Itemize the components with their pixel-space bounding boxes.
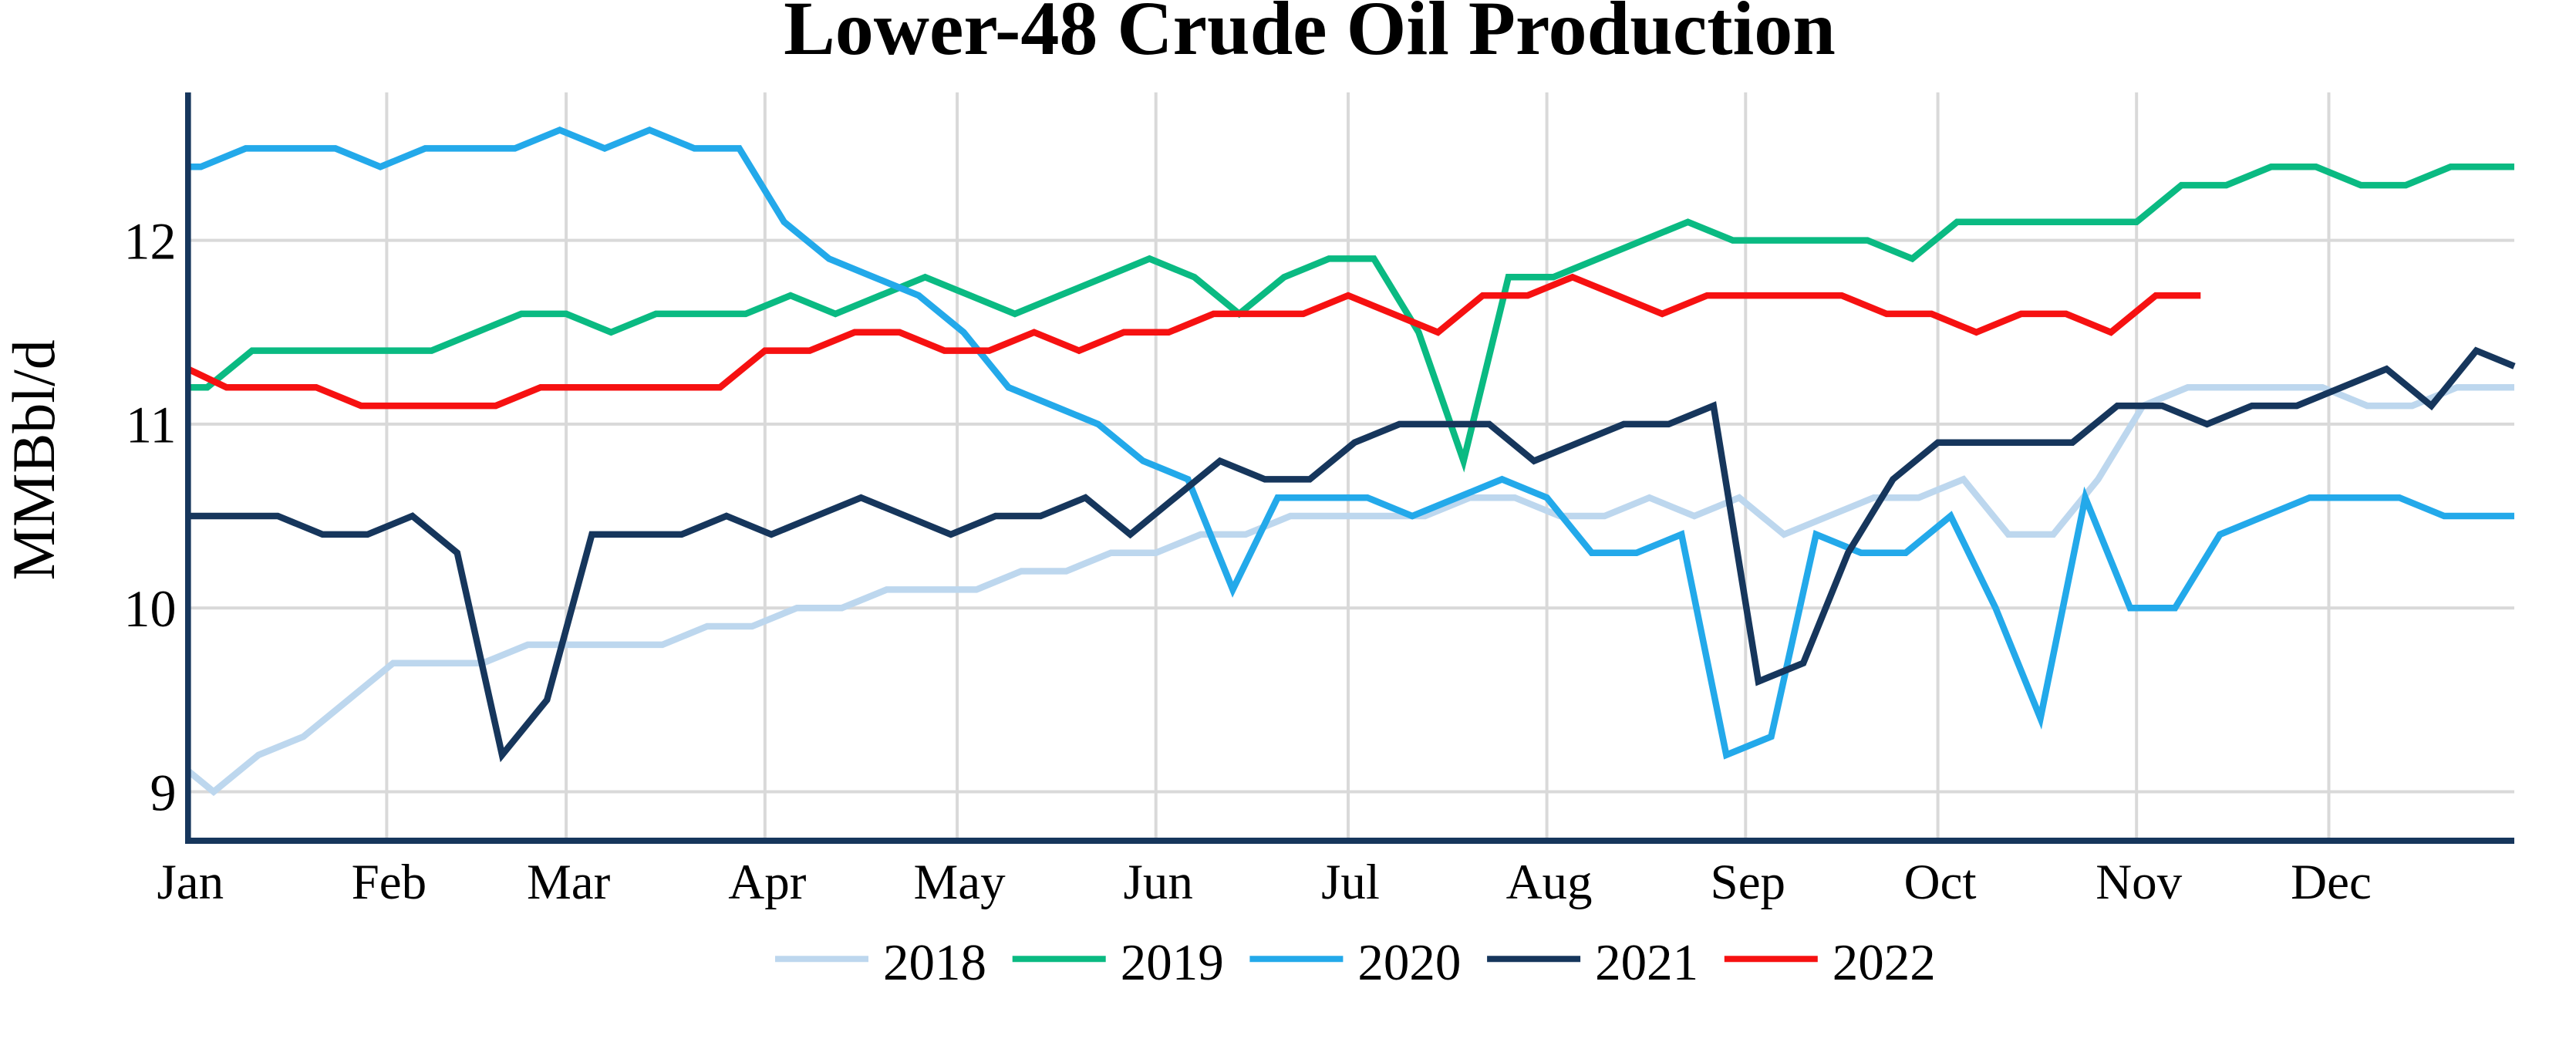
svg-text:Sep: Sep bbox=[1711, 855, 1786, 910]
svg-text:Lower-48 Crude Oil Production: Lower-48 Crude Oil Production bbox=[784, 0, 1836, 71]
svg-text:Nov: Nov bbox=[2096, 855, 2182, 910]
svg-text:May: May bbox=[914, 855, 1006, 910]
svg-text:2019: 2019 bbox=[1121, 934, 1224, 991]
svg-text:Jul: Jul bbox=[1321, 855, 1380, 910]
svg-text:Mar: Mar bbox=[527, 855, 611, 910]
svg-text:2022: 2022 bbox=[1833, 934, 1936, 991]
svg-text:12: 12 bbox=[124, 211, 177, 270]
svg-text:Aug: Aug bbox=[1506, 855, 1593, 910]
svg-text:9: 9 bbox=[150, 763, 177, 821]
svg-text:2018: 2018 bbox=[883, 934, 986, 991]
svg-text:Jun: Jun bbox=[1124, 855, 1193, 910]
svg-text:Feb: Feb bbox=[352, 855, 427, 910]
svg-text:2021: 2021 bbox=[1595, 934, 1698, 991]
svg-text:10: 10 bbox=[124, 579, 177, 638]
svg-text:Jan: Jan bbox=[157, 855, 224, 910]
svg-text:Oct: Oct bbox=[1904, 855, 1977, 910]
svg-text:2020: 2020 bbox=[1357, 934, 1461, 991]
svg-text:MMBbl/d: MMBbl/d bbox=[0, 339, 67, 580]
svg-text:Apr: Apr bbox=[728, 855, 806, 910]
svg-text:Dec: Dec bbox=[2291, 855, 2372, 910]
svg-text:11: 11 bbox=[126, 396, 176, 454]
